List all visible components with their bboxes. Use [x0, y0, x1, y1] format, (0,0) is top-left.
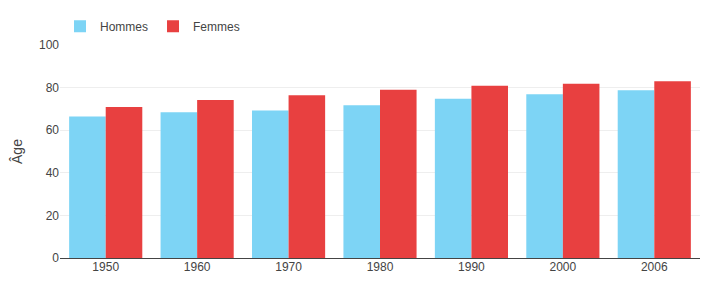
svg-text:60: 60 [46, 123, 60, 137]
svg-text:1960: 1960 [184, 260, 211, 274]
svg-text:1970: 1970 [275, 260, 302, 274]
svg-text:80: 80 [46, 81, 60, 95]
svg-text:40: 40 [46, 166, 60, 180]
svg-text:20: 20 [46, 209, 60, 223]
svg-text:Âge: Âge [9, 139, 25, 164]
svg-text:2006: 2006 [641, 260, 668, 274]
svg-text:Femmes: Femmes [193, 20, 240, 34]
svg-text:1990: 1990 [458, 260, 485, 274]
svg-text:1980: 1980 [367, 260, 394, 274]
svg-text:0: 0 [52, 251, 59, 265]
svg-text:2000: 2000 [550, 260, 577, 274]
svg-text:Hommes: Hommes [100, 20, 148, 34]
svg-text:1950: 1950 [92, 260, 119, 274]
svg-text:100: 100 [39, 38, 59, 52]
